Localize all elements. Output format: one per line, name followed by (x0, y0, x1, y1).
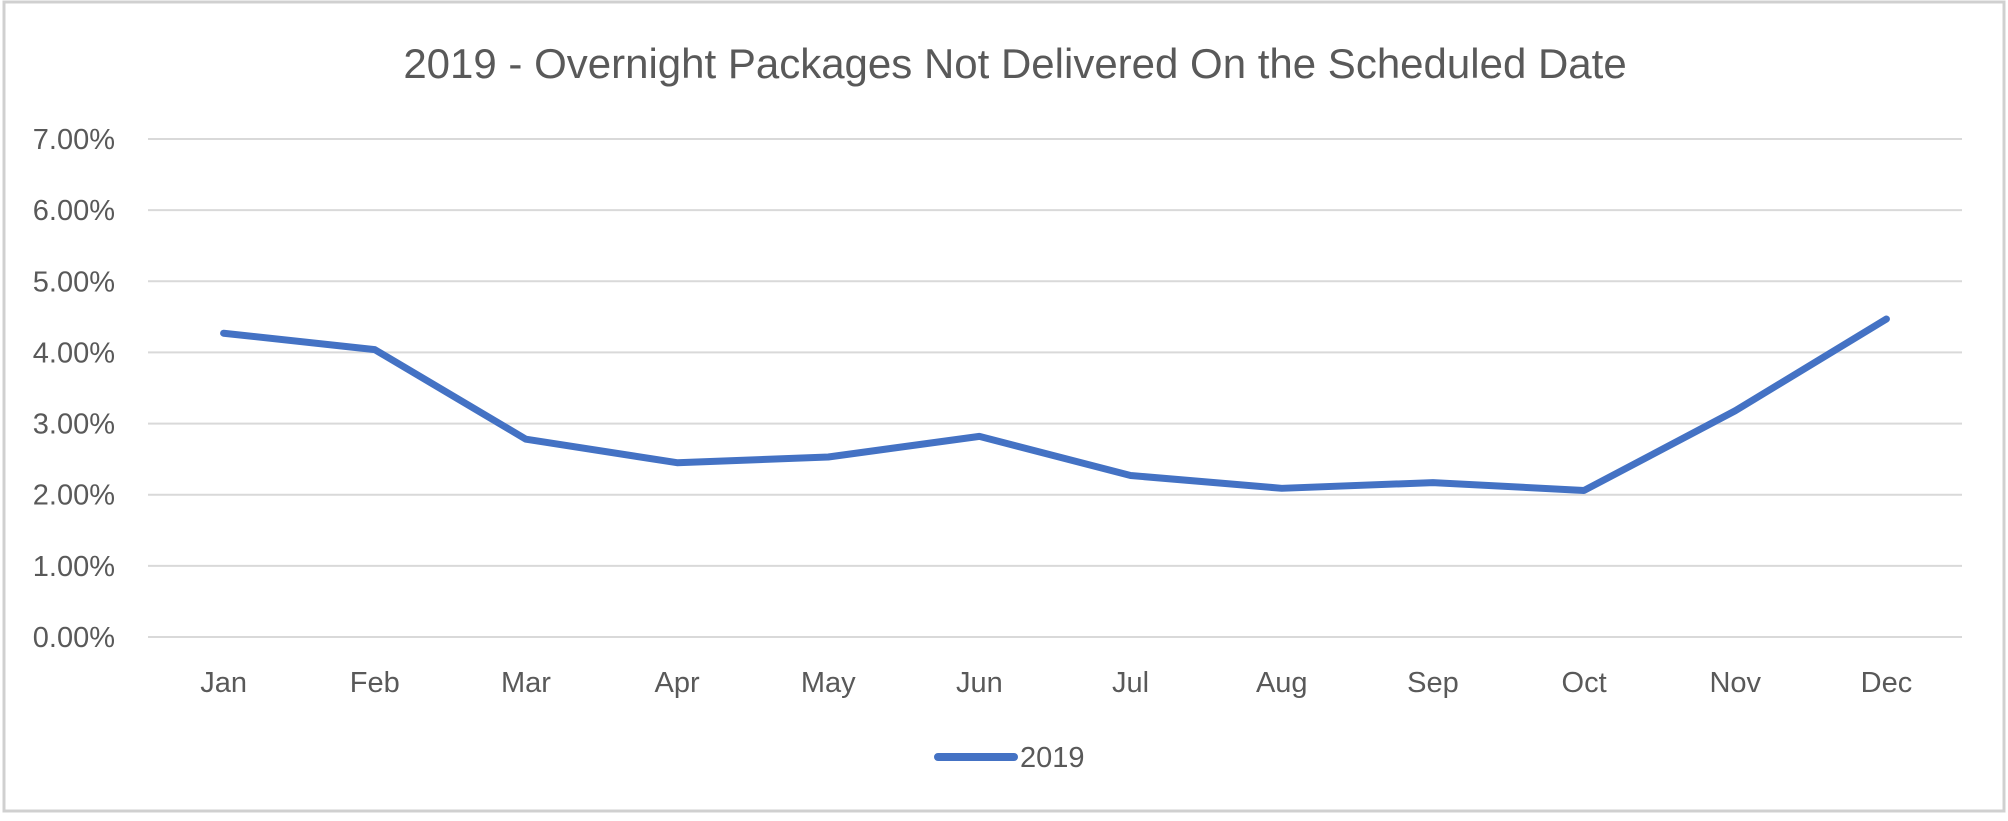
gridlines (148, 138, 1962, 638)
data-point-sep[interactable] (1427, 477, 1439, 489)
x-tick-label-jun: Jun (956, 667, 1003, 699)
x-tick-label-mar: Mar (501, 667, 551, 699)
x-tick-label-sep: Sep (1407, 667, 1459, 699)
y-tick-label: 7.00% (33, 124, 115, 156)
x-tick-label-jul: Jul (1112, 667, 1149, 699)
data-point-feb[interactable] (369, 344, 381, 356)
x-tick-label-oct: Oct (1562, 667, 1607, 699)
data-point-jan[interactable] (218, 327, 230, 339)
data-point-apr[interactable] (671, 457, 683, 469)
y-tick-label: 3.00% (33, 409, 115, 441)
legend[interactable]: 2019 (934, 742, 1085, 774)
y-tick-label: 6.00% (33, 195, 115, 227)
y-tick-label: 1.00% (33, 551, 115, 583)
series-lines (218, 313, 1892, 496)
chart-title: 2019 - Overnight Packages Not Delivered … (403, 40, 1626, 87)
series-line-2019[interactable] (220, 315, 1890, 494)
data-point-may[interactable] (822, 451, 834, 463)
x-tick-label-feb: Feb (350, 667, 400, 699)
x-tick-label-apr: Apr (655, 667, 700, 699)
legend-label-2019: 2019 (1020, 742, 1085, 774)
y-tick-label: 0.00% (33, 622, 115, 654)
data-point-dec[interactable] (1880, 313, 1892, 325)
y-tick-label: 4.00% (33, 337, 115, 369)
data-point-nov[interactable] (1729, 405, 1741, 417)
data-point-aug[interactable] (1276, 482, 1288, 494)
x-tick-label-dec: Dec (1861, 667, 1913, 699)
x-axis-tick-labels: Jan Feb Mar Apr May Jun Jul Aug Sep Oct Nov Dec (200, 667, 1912, 699)
x-tick-label-nov: Nov (1709, 667, 1761, 699)
x-tick-label-aug: Aug (1256, 667, 1308, 699)
data-point-jul[interactable] (1125, 470, 1137, 482)
x-tick-label-may: May (801, 667, 856, 699)
data-point-oct[interactable] (1578, 484, 1590, 496)
y-tick-label: 5.00% (33, 266, 115, 298)
y-tick-label: 2.00% (33, 480, 115, 512)
y-axis-tick-labels: 0.00% 1.00% 2.00% 3.00% 4.00% 5.00% 6.00% 7.00% (33, 124, 115, 654)
data-point-jun[interactable] (973, 430, 985, 442)
x-tick-label-jan: Jan (200, 667, 247, 699)
data-point-mar[interactable] (520, 433, 532, 445)
